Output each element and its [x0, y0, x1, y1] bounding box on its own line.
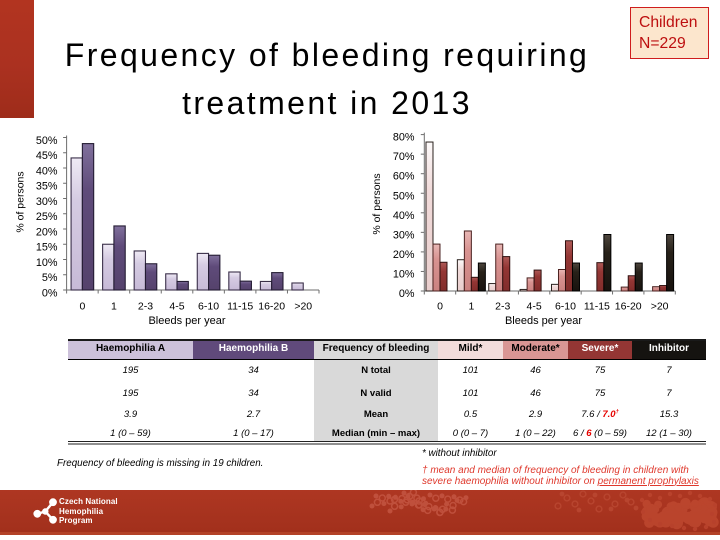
svg-text:20%: 20% — [36, 226, 58, 238]
svg-text:16-20: 16-20 — [615, 301, 642, 313]
svg-text:4-5: 4-5 — [169, 301, 184, 313]
svg-text:>20: >20 — [294, 301, 312, 313]
svg-text:0: 0 — [79, 301, 85, 313]
svg-text:>20: >20 — [651, 301, 669, 313]
svg-text:4-5: 4-5 — [527, 301, 542, 313]
svg-text:25%: 25% — [36, 211, 58, 223]
svg-text:2-3: 2-3 — [495, 301, 510, 313]
svg-text:45%: 45% — [36, 150, 58, 162]
svg-text:30%: 30% — [393, 229, 415, 241]
svg-text:50%: 50% — [393, 190, 415, 202]
svg-text:16-20: 16-20 — [258, 301, 285, 313]
svg-text:Bleeds per year: Bleeds per year — [148, 315, 225, 327]
svg-text:80%: 80% — [393, 132, 415, 144]
svg-text:50%: 50% — [36, 135, 58, 147]
svg-text:6-10: 6-10 — [198, 301, 219, 313]
svg-text:0%: 0% — [42, 287, 58, 299]
svg-text:10%: 10% — [36, 257, 58, 269]
svg-text:20%: 20% — [393, 249, 415, 261]
svg-text:11-15: 11-15 — [584, 301, 610, 313]
svg-text:% of persons: % of persons — [15, 171, 27, 232]
svg-text:40%: 40% — [393, 210, 415, 222]
svg-text:0: 0 — [437, 301, 443, 313]
svg-text:% of persons: % of persons — [371, 173, 383, 234]
svg-text:30%: 30% — [36, 196, 58, 208]
svg-text:Bleeds per year: Bleeds per year — [505, 315, 582, 327]
svg-text:11-15: 11-15 — [227, 301, 253, 313]
svg-text:10%: 10% — [393, 268, 415, 280]
svg-text:2-3: 2-3 — [138, 301, 153, 313]
svg-text:6-10: 6-10 — [555, 301, 576, 313]
svg-text:5%: 5% — [42, 272, 58, 284]
svg-text:70%: 70% — [393, 151, 415, 163]
svg-text:15%: 15% — [36, 242, 58, 254]
svg-text:60%: 60% — [393, 171, 415, 183]
svg-text:0%: 0% — [399, 288, 415, 300]
svg-text:1: 1 — [111, 301, 117, 313]
svg-text:40%: 40% — [36, 165, 58, 177]
svg-text:1: 1 — [468, 301, 474, 313]
svg-text:35%: 35% — [36, 181, 58, 193]
